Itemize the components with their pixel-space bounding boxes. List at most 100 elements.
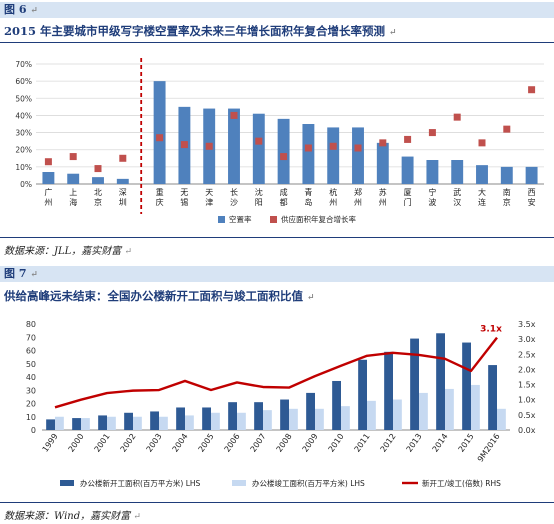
figure-7-title: 供给高峰远未结束：全国办公楼新开工面积与竣工面积比值 ↵: [4, 289, 315, 303]
completions-bar: [133, 416, 142, 430]
x-tick-label: 广: [44, 187, 52, 197]
x-tick-label: 2000: [67, 432, 86, 454]
completions-bar: [341, 406, 350, 430]
growth-marker: [503, 125, 511, 133]
x-tick-label: 深: [119, 188, 127, 197]
growth-marker: [180, 141, 188, 149]
starts-bar: [384, 351, 393, 430]
x-tick-label: 安: [528, 197, 536, 207]
x-tick-label: 门: [404, 197, 412, 207]
starts-bar: [228, 402, 237, 430]
figure-6-top-rule: [0, 42, 554, 43]
figure-7-bottom-rule: [0, 502, 554, 503]
x-tick-label: 重: [156, 187, 164, 197]
x-tick-label: 庆: [156, 197, 164, 207]
x-tick-label: 岛: [304, 197, 312, 207]
completions-bar: [445, 388, 454, 430]
vacancy-bar: [401, 156, 414, 184]
x-tick-label: 连: [478, 197, 486, 207]
y-tick-label: 40%: [15, 111, 32, 120]
completions-bar: [289, 408, 298, 430]
growth-marker: [205, 142, 213, 150]
growth-marker: [304, 144, 312, 152]
y-tick-label: 0%: [20, 180, 32, 189]
x-tick-label: 津: [205, 197, 213, 207]
vacancy-bar: [228, 108, 240, 184]
x-tick-label: 2003: [145, 432, 164, 454]
growth-marker: [119, 154, 127, 162]
x-tick-label: 2010: [327, 432, 346, 454]
starts-bar: [332, 380, 341, 430]
y2-tick-label: 3.5x: [518, 320, 536, 329]
y2-tick-label: 3.0x: [518, 335, 536, 344]
x-tick-label: 州: [379, 198, 387, 207]
figure-7-label: 图 7 ↵: [0, 266, 554, 282]
vacancy-bar: [252, 113, 265, 184]
growth-marker: [230, 111, 238, 119]
legend-label-completions: 办公楼竣工面积(百万平方米) LHS: [252, 478, 365, 488]
x-tick-label: 长: [230, 187, 238, 197]
x-tick-label: 2007: [249, 432, 268, 454]
x-tick-label: 波: [428, 197, 436, 207]
vacancy-bar: [92, 177, 104, 184]
x-tick-label: 2008: [275, 432, 294, 454]
completions-bar: [185, 415, 194, 430]
x-tick-label: 2014: [431, 432, 450, 454]
y-tick-label: 30: [26, 386, 36, 395]
starts-bar: [358, 359, 367, 430]
growth-marker: [528, 86, 536, 94]
y-tick-label: 70: [26, 333, 36, 342]
vacancy-bar: [376, 142, 389, 184]
starts-bar: [280, 399, 289, 430]
x-tick-label: 锡: [180, 198, 188, 207]
completions-bar: [471, 384, 480, 430]
starts-bar: [306, 392, 315, 430]
x-tick-label: 州: [354, 198, 362, 207]
legend-label-growth: 供应面积年复合增长率: [281, 214, 356, 224]
x-tick-label: 天: [205, 188, 213, 197]
growth-marker: [354, 144, 362, 152]
growth-marker: [156, 134, 164, 142]
y-tick-label: 50: [26, 360, 36, 369]
starts-bar: [436, 333, 445, 430]
completions-bar: [393, 399, 402, 430]
vacancy-bar: [476, 165, 488, 184]
x-tick-label: 厦: [404, 188, 412, 197]
x-tick-label: 上: [69, 188, 77, 197]
starts-bar: [410, 338, 419, 430]
y-tick-label: 60%: [15, 77, 32, 86]
x-tick-label: 郑: [354, 187, 362, 197]
x-tick-label: 武: [453, 187, 461, 197]
y-tick-label: 50%: [15, 94, 32, 103]
vacancy-bar: [352, 127, 364, 184]
x-tick-label: 大: [478, 187, 486, 197]
y-tick-label: 70%: [15, 60, 32, 69]
x-tick-label: 杭: [329, 187, 337, 197]
vacancy-bar: [500, 166, 513, 184]
x-tick-label: 南: [503, 187, 511, 197]
x-tick-label: 州: [44, 198, 52, 207]
legend-label-starts: 办公楼新开工面积(百万平方米) LHS: [80, 478, 201, 488]
vacancy-bar: [426, 160, 439, 184]
figure-6-source: 数据来源：JLL，嘉实财富 ↵: [4, 246, 133, 257]
completions-bar: [55, 416, 64, 430]
starts-bar: [176, 407, 185, 430]
starts-bar: [462, 342, 471, 430]
x-tick-label: 1999: [41, 432, 60, 454]
legend-swatch-completions: [232, 480, 246, 486]
completions-bar: [81, 418, 90, 430]
growth-marker: [255, 137, 263, 145]
starts-bar: [98, 415, 107, 430]
supply-chart: 0 10 20 30 40 50 60 70 80 0.0x 0.5x 1.0x 1.5x 2.0x 2.5…: [26, 320, 536, 488]
x-tick-label: 2004: [171, 432, 190, 454]
ratio-annotation: 3.1x: [480, 325, 502, 335]
figure-7-source: 数据来源：Wind，嘉实财富 ↵: [4, 511, 141, 522]
growth-marker: [280, 153, 288, 161]
x-tick-label: 汉: [453, 198, 461, 207]
x-tick-label: 2015: [457, 432, 476, 454]
completions-bar: [419, 392, 428, 430]
vacancy-bar: [302, 124, 315, 184]
legend-label-ratio: 新开工/竣工(倍数) RHS: [422, 478, 501, 488]
x-tick-label: 阳: [255, 198, 263, 207]
y-tick-label: 80: [26, 320, 36, 329]
